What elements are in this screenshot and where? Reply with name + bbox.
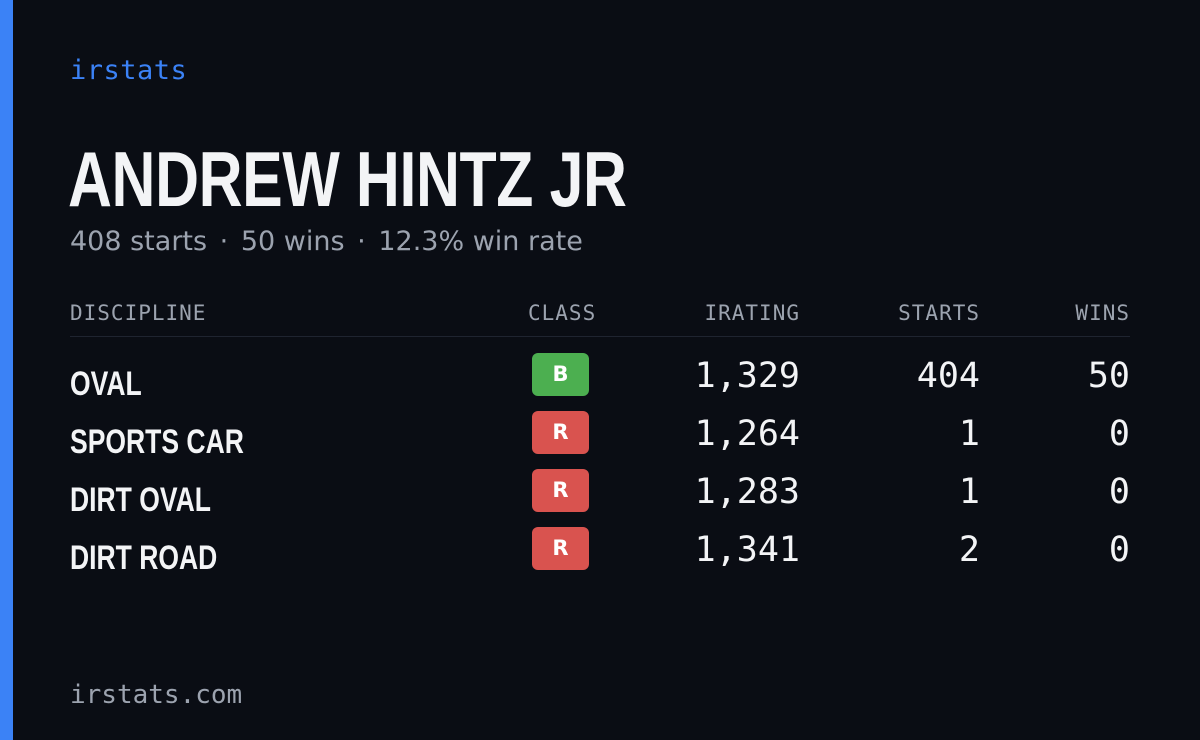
table-header: DISCIPLINE CLASS IRATING STARTS WINS: [70, 296, 1130, 337]
class-badge: R: [532, 469, 589, 512]
separator-dot: ·: [357, 226, 366, 257]
accent-bar: [0, 0, 13, 740]
wins-value: 0: [1108, 472, 1130, 512]
irating-value: 1,264: [694, 414, 800, 454]
header-starts: STARTS: [898, 301, 980, 325]
irating-value: 1,341: [694, 530, 800, 570]
wins-summary: 50 wins: [240, 226, 345, 257]
starts-value: 1: [958, 414, 980, 454]
win-rate-summary: 12.3% win rate: [378, 226, 583, 257]
footer-url: irstats.com: [70, 680, 243, 710]
brand-logo-text: irstats: [70, 55, 188, 86]
irating-value: 1,329: [694, 356, 800, 396]
class-badge: R: [532, 411, 589, 454]
driver-summary: 408 starts · 50 wins · 12.3% win rate: [70, 226, 583, 257]
starts-value: 2: [958, 530, 980, 570]
irating-value: 1,283: [694, 472, 800, 512]
wins-value: 50: [1087, 356, 1130, 396]
header-class: CLASS: [528, 301, 597, 325]
class-badge: B: [532, 353, 589, 396]
table-row: OVAL B 1,329 404 50: [70, 353, 1130, 411]
wins-value: 0: [1108, 530, 1130, 570]
table-row: DIRT ROAD R 1,341 2 0: [70, 527, 1130, 585]
discipline-name: SPORTS CAR: [70, 423, 244, 461]
wins-value: 0: [1108, 414, 1130, 454]
header-wins: WINS: [1075, 301, 1130, 325]
class-badge: R: [532, 527, 589, 570]
table-body: OVAL B 1,329 404 50 SPORTS CAR R 1,264 1…: [70, 353, 1130, 585]
discipline-table: DISCIPLINE CLASS IRATING STARTS WINS OVA…: [70, 296, 1130, 585]
header-irating: IRATING: [704, 301, 800, 325]
driver-name: ANDREW HINTZ JR: [68, 135, 627, 223]
table-row: DIRT OVAL R 1,283 1 0: [70, 469, 1130, 527]
discipline-name: OVAL: [70, 365, 142, 403]
separator-dot: ·: [219, 226, 229, 257]
starts-value: 1: [958, 472, 980, 512]
table-row: SPORTS CAR R 1,264 1 0: [70, 411, 1130, 469]
discipline-name: DIRT OVAL: [70, 481, 211, 519]
starts-summary: 408 starts: [70, 226, 208, 257]
starts-value: 404: [916, 356, 980, 396]
header-discipline: DISCIPLINE: [70, 301, 207, 325]
discipline-name: DIRT ROAD: [70, 539, 218, 577]
